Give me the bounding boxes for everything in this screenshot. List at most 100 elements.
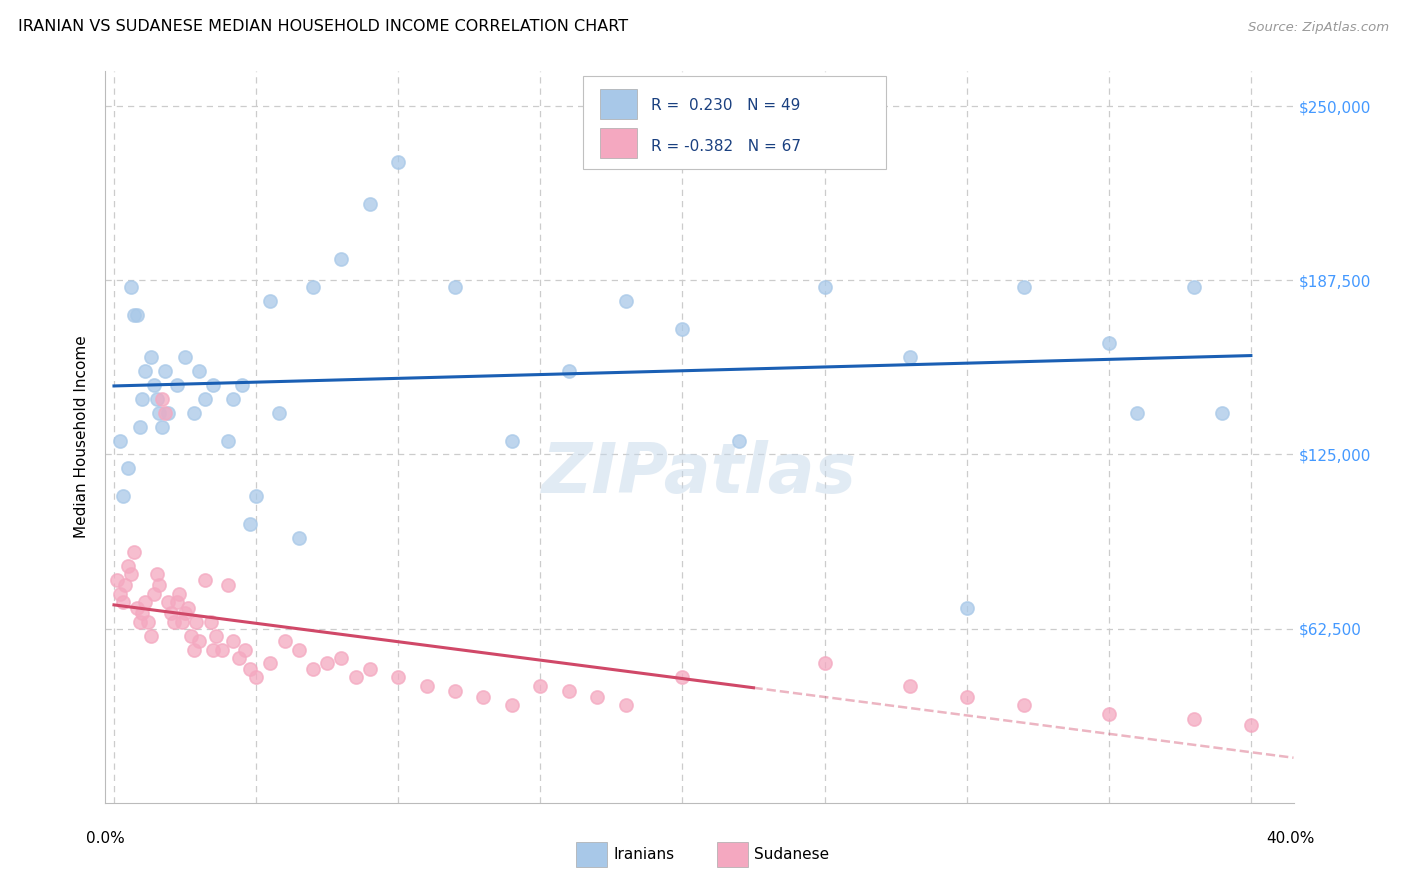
Point xyxy=(898,350,921,364)
Point xyxy=(267,406,290,420)
Point xyxy=(222,634,245,648)
Point xyxy=(125,600,148,615)
Point xyxy=(813,657,835,671)
Point xyxy=(728,434,751,448)
Point xyxy=(153,364,176,378)
Point xyxy=(259,657,281,671)
Point xyxy=(233,642,256,657)
Point xyxy=(131,392,153,406)
Point xyxy=(142,587,165,601)
Point xyxy=(472,690,495,704)
Point xyxy=(359,196,381,211)
Point xyxy=(150,392,173,406)
Point xyxy=(150,419,173,434)
Point xyxy=(586,690,609,704)
Point xyxy=(813,280,835,294)
Point xyxy=(125,308,148,322)
Point xyxy=(120,280,142,294)
Point xyxy=(183,642,205,657)
Point xyxy=(205,629,228,643)
Point xyxy=(614,294,637,309)
Point xyxy=(259,294,281,309)
Point xyxy=(134,595,156,609)
Point xyxy=(222,392,245,406)
Point xyxy=(444,684,467,698)
Point xyxy=(163,615,186,629)
Point xyxy=(245,670,267,684)
Point xyxy=(183,406,205,420)
Point xyxy=(142,377,165,392)
Point xyxy=(239,662,262,676)
Point xyxy=(172,615,194,629)
Point xyxy=(128,419,150,434)
Point xyxy=(139,350,162,364)
Point xyxy=(1012,698,1035,713)
Point xyxy=(148,406,170,420)
Point xyxy=(177,600,200,615)
Point xyxy=(501,698,523,713)
Point xyxy=(614,698,637,713)
Text: ZIPatlas: ZIPatlas xyxy=(541,440,858,508)
Point xyxy=(302,280,325,294)
Point xyxy=(211,642,233,657)
Point xyxy=(117,461,139,475)
Point xyxy=(1012,280,1035,294)
Point xyxy=(558,364,581,378)
Point xyxy=(139,629,162,643)
Point xyxy=(156,595,179,609)
Point xyxy=(501,434,523,448)
Point xyxy=(122,545,145,559)
Point xyxy=(1182,280,1205,294)
Point xyxy=(344,670,367,684)
Point xyxy=(186,615,208,629)
Point xyxy=(156,406,179,420)
Point xyxy=(217,578,239,592)
Point xyxy=(131,607,153,621)
Point xyxy=(1126,406,1149,420)
Point xyxy=(111,595,134,609)
Point xyxy=(134,364,156,378)
Point xyxy=(188,634,211,648)
Point xyxy=(174,607,197,621)
Point xyxy=(1296,726,1319,740)
Point xyxy=(231,377,253,392)
Point xyxy=(359,662,381,676)
Point xyxy=(108,434,131,448)
Point xyxy=(145,392,167,406)
Point xyxy=(330,651,353,665)
Point xyxy=(245,489,267,503)
Point xyxy=(273,634,295,648)
Point xyxy=(302,662,325,676)
Point xyxy=(287,531,309,545)
Point xyxy=(117,558,139,573)
Point xyxy=(128,615,150,629)
Text: Source: ZipAtlas.com: Source: ZipAtlas.com xyxy=(1249,21,1389,34)
Point xyxy=(136,615,159,629)
Point xyxy=(202,642,225,657)
Point xyxy=(1098,336,1121,351)
Point xyxy=(239,517,262,532)
Point xyxy=(671,322,693,336)
Point xyxy=(415,679,437,693)
Point xyxy=(194,392,217,406)
Point xyxy=(174,350,197,364)
Point xyxy=(1240,718,1263,732)
Point xyxy=(169,587,191,601)
Point xyxy=(194,573,217,587)
Point xyxy=(228,651,250,665)
Text: Iranians: Iranians xyxy=(613,847,673,862)
Point xyxy=(1182,712,1205,726)
Point xyxy=(558,684,581,698)
Point xyxy=(444,280,467,294)
Y-axis label: Median Household Income: Median Household Income xyxy=(75,335,90,539)
Point xyxy=(330,252,353,267)
Point xyxy=(153,406,176,420)
Point xyxy=(956,600,979,615)
Point xyxy=(387,155,409,169)
Point xyxy=(316,657,339,671)
Point xyxy=(1211,406,1233,420)
Point xyxy=(148,578,170,592)
Point xyxy=(166,595,188,609)
Point xyxy=(671,670,693,684)
Point xyxy=(111,489,134,503)
